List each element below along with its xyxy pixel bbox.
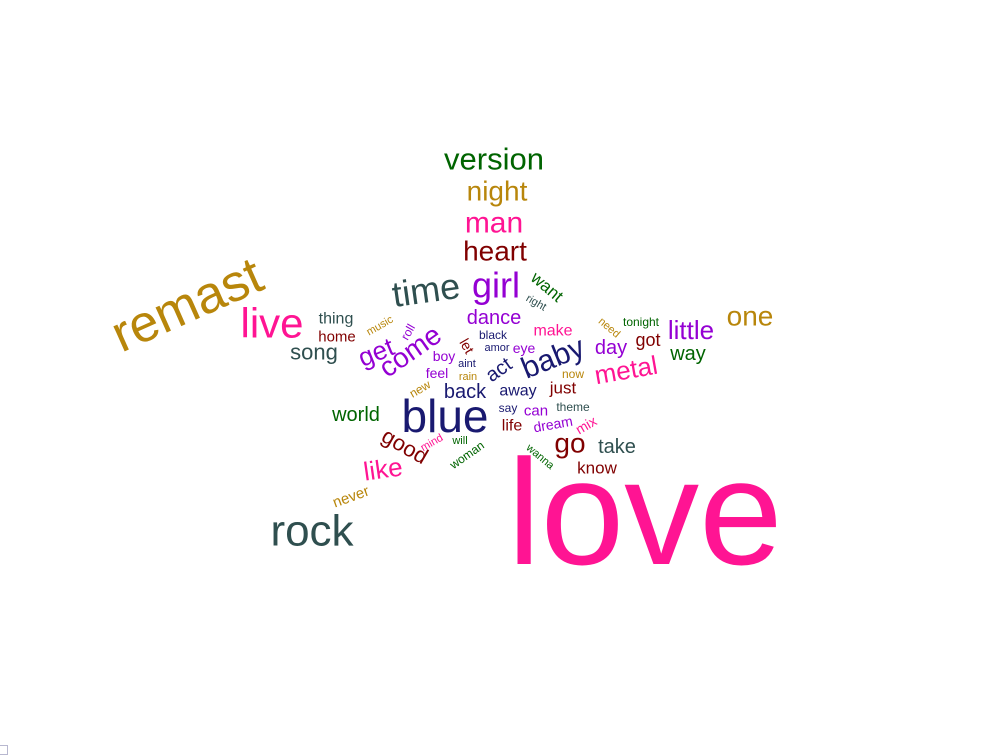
word-will: will xyxy=(451,435,467,447)
word-just: just xyxy=(549,379,577,398)
word-amor: amor xyxy=(484,342,509,354)
corner-mark xyxy=(0,745,8,755)
word-home: home xyxy=(318,329,356,346)
word-way: way xyxy=(669,343,706,365)
word-theme: theme xyxy=(556,400,590,414)
word-black: black xyxy=(479,328,508,342)
word-world: world xyxy=(331,404,380,426)
word-tonight: tonight xyxy=(623,315,660,329)
word-can: can xyxy=(524,403,548,420)
word-back: back xyxy=(444,381,487,403)
word-song: song xyxy=(290,340,338,365)
word-got: got xyxy=(635,330,660,350)
word-let: let xyxy=(456,336,477,357)
word-thing: thing xyxy=(319,311,354,328)
word-heart: heart xyxy=(463,236,527,267)
word-little: little xyxy=(668,315,714,345)
word-life: life xyxy=(502,418,523,435)
word-night: night xyxy=(467,176,528,207)
word-rain: rain xyxy=(459,371,477,383)
word-say: say xyxy=(499,401,518,415)
word-live: live xyxy=(240,300,303,347)
word-dream: dream xyxy=(532,413,574,436)
word-rock: rock xyxy=(270,507,354,556)
word-one: one xyxy=(727,301,774,332)
word-dance: dance xyxy=(467,307,522,329)
word-version: version xyxy=(444,142,544,177)
word-know: know xyxy=(577,459,617,478)
word-love: love xyxy=(507,428,782,596)
word-make: make xyxy=(533,323,572,340)
word-boy: boy xyxy=(433,348,456,364)
word-blue: blue xyxy=(402,390,489,442)
word-like: like xyxy=(362,451,405,486)
word-aint: aint xyxy=(458,358,476,370)
word-take: take xyxy=(598,436,636,458)
word-now: now xyxy=(562,367,584,381)
word-time: time xyxy=(389,265,462,315)
word-girl: girl xyxy=(472,265,520,306)
word-feel: feel xyxy=(426,365,449,381)
word-go: go xyxy=(554,428,585,459)
word-day: day xyxy=(595,337,627,359)
word-man: man xyxy=(465,207,523,240)
word-eye: eye xyxy=(513,340,536,356)
word-away: away xyxy=(499,383,536,400)
word-roll: roll xyxy=(398,322,418,343)
